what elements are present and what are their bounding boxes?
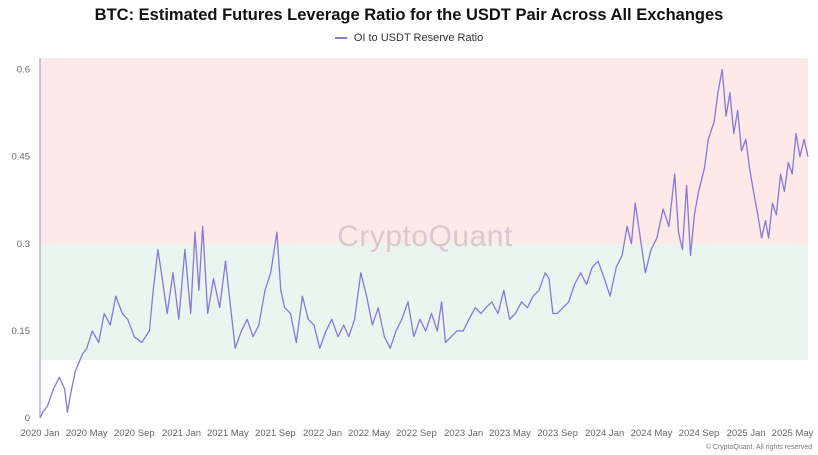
legend-label: OI to USDT Reserve Ratio <box>353 32 484 45</box>
y-axis-ticks: 0 0.15 0.3 0.45 0.6 <box>12 65 31 424</box>
x-tick-label: 2021 May <box>207 428 249 439</box>
chart-title: BTC: Estimated Futures Leverage Ratio fo… <box>94 6 724 24</box>
x-tick-label: 2020 Jan <box>20 428 59 439</box>
x-tick-label: 2023 May <box>489 428 531 439</box>
x-tick-label: 2022 May <box>348 428 390 439</box>
x-tick-label: 2024 Sep <box>679 428 720 439</box>
x-tick-label: 2020 Sep <box>114 428 155 439</box>
y-tick-label: 0.6 <box>17 65 30 76</box>
x-tick-label: 2023 Jan <box>444 428 483 439</box>
x-tick-label: 2023 Sep <box>537 428 578 439</box>
y-tick-label: 0.15 <box>12 326 31 337</box>
x-tick-label: 2024 May <box>631 428 673 439</box>
x-tick-label: 2022 Jan <box>303 428 342 439</box>
x-tick-label: 2021 Jan <box>162 428 201 439</box>
x-tick-label: 2025 May <box>772 428 814 439</box>
series-line-oi-reserve-ratio[interactable] <box>39 68 809 419</box>
x-tick-label: 2024 Jan <box>585 428 624 439</box>
x-tick-label: 2022 Sep <box>396 428 437 439</box>
y-tick-label: 0 <box>25 413 30 424</box>
legend-swatch <box>334 37 347 40</box>
x-tick-label: 2020 May <box>66 428 108 439</box>
watermark: CryptoQuant <box>337 220 513 253</box>
threshold-bands <box>40 58 808 360</box>
band-1 <box>40 58 808 244</box>
legend[interactable]: OI to USDT Reserve Ratio <box>0 32 818 44</box>
x-tick-label: 2025 Jan <box>727 428 766 439</box>
band-0 <box>40 243 808 360</box>
x-axis-ticks: 2020 Jan 2020 May 2020 Sep 2021 Jan 2021 May… <box>20 428 813 439</box>
y-tick-label: 0.45 <box>12 152 31 163</box>
copyright-credit: © CryptoQuant. All rights reserved <box>705 444 812 451</box>
y-tick-label: 0.3 <box>17 239 30 250</box>
x-tick-label: 2021 Sep <box>255 428 296 439</box>
